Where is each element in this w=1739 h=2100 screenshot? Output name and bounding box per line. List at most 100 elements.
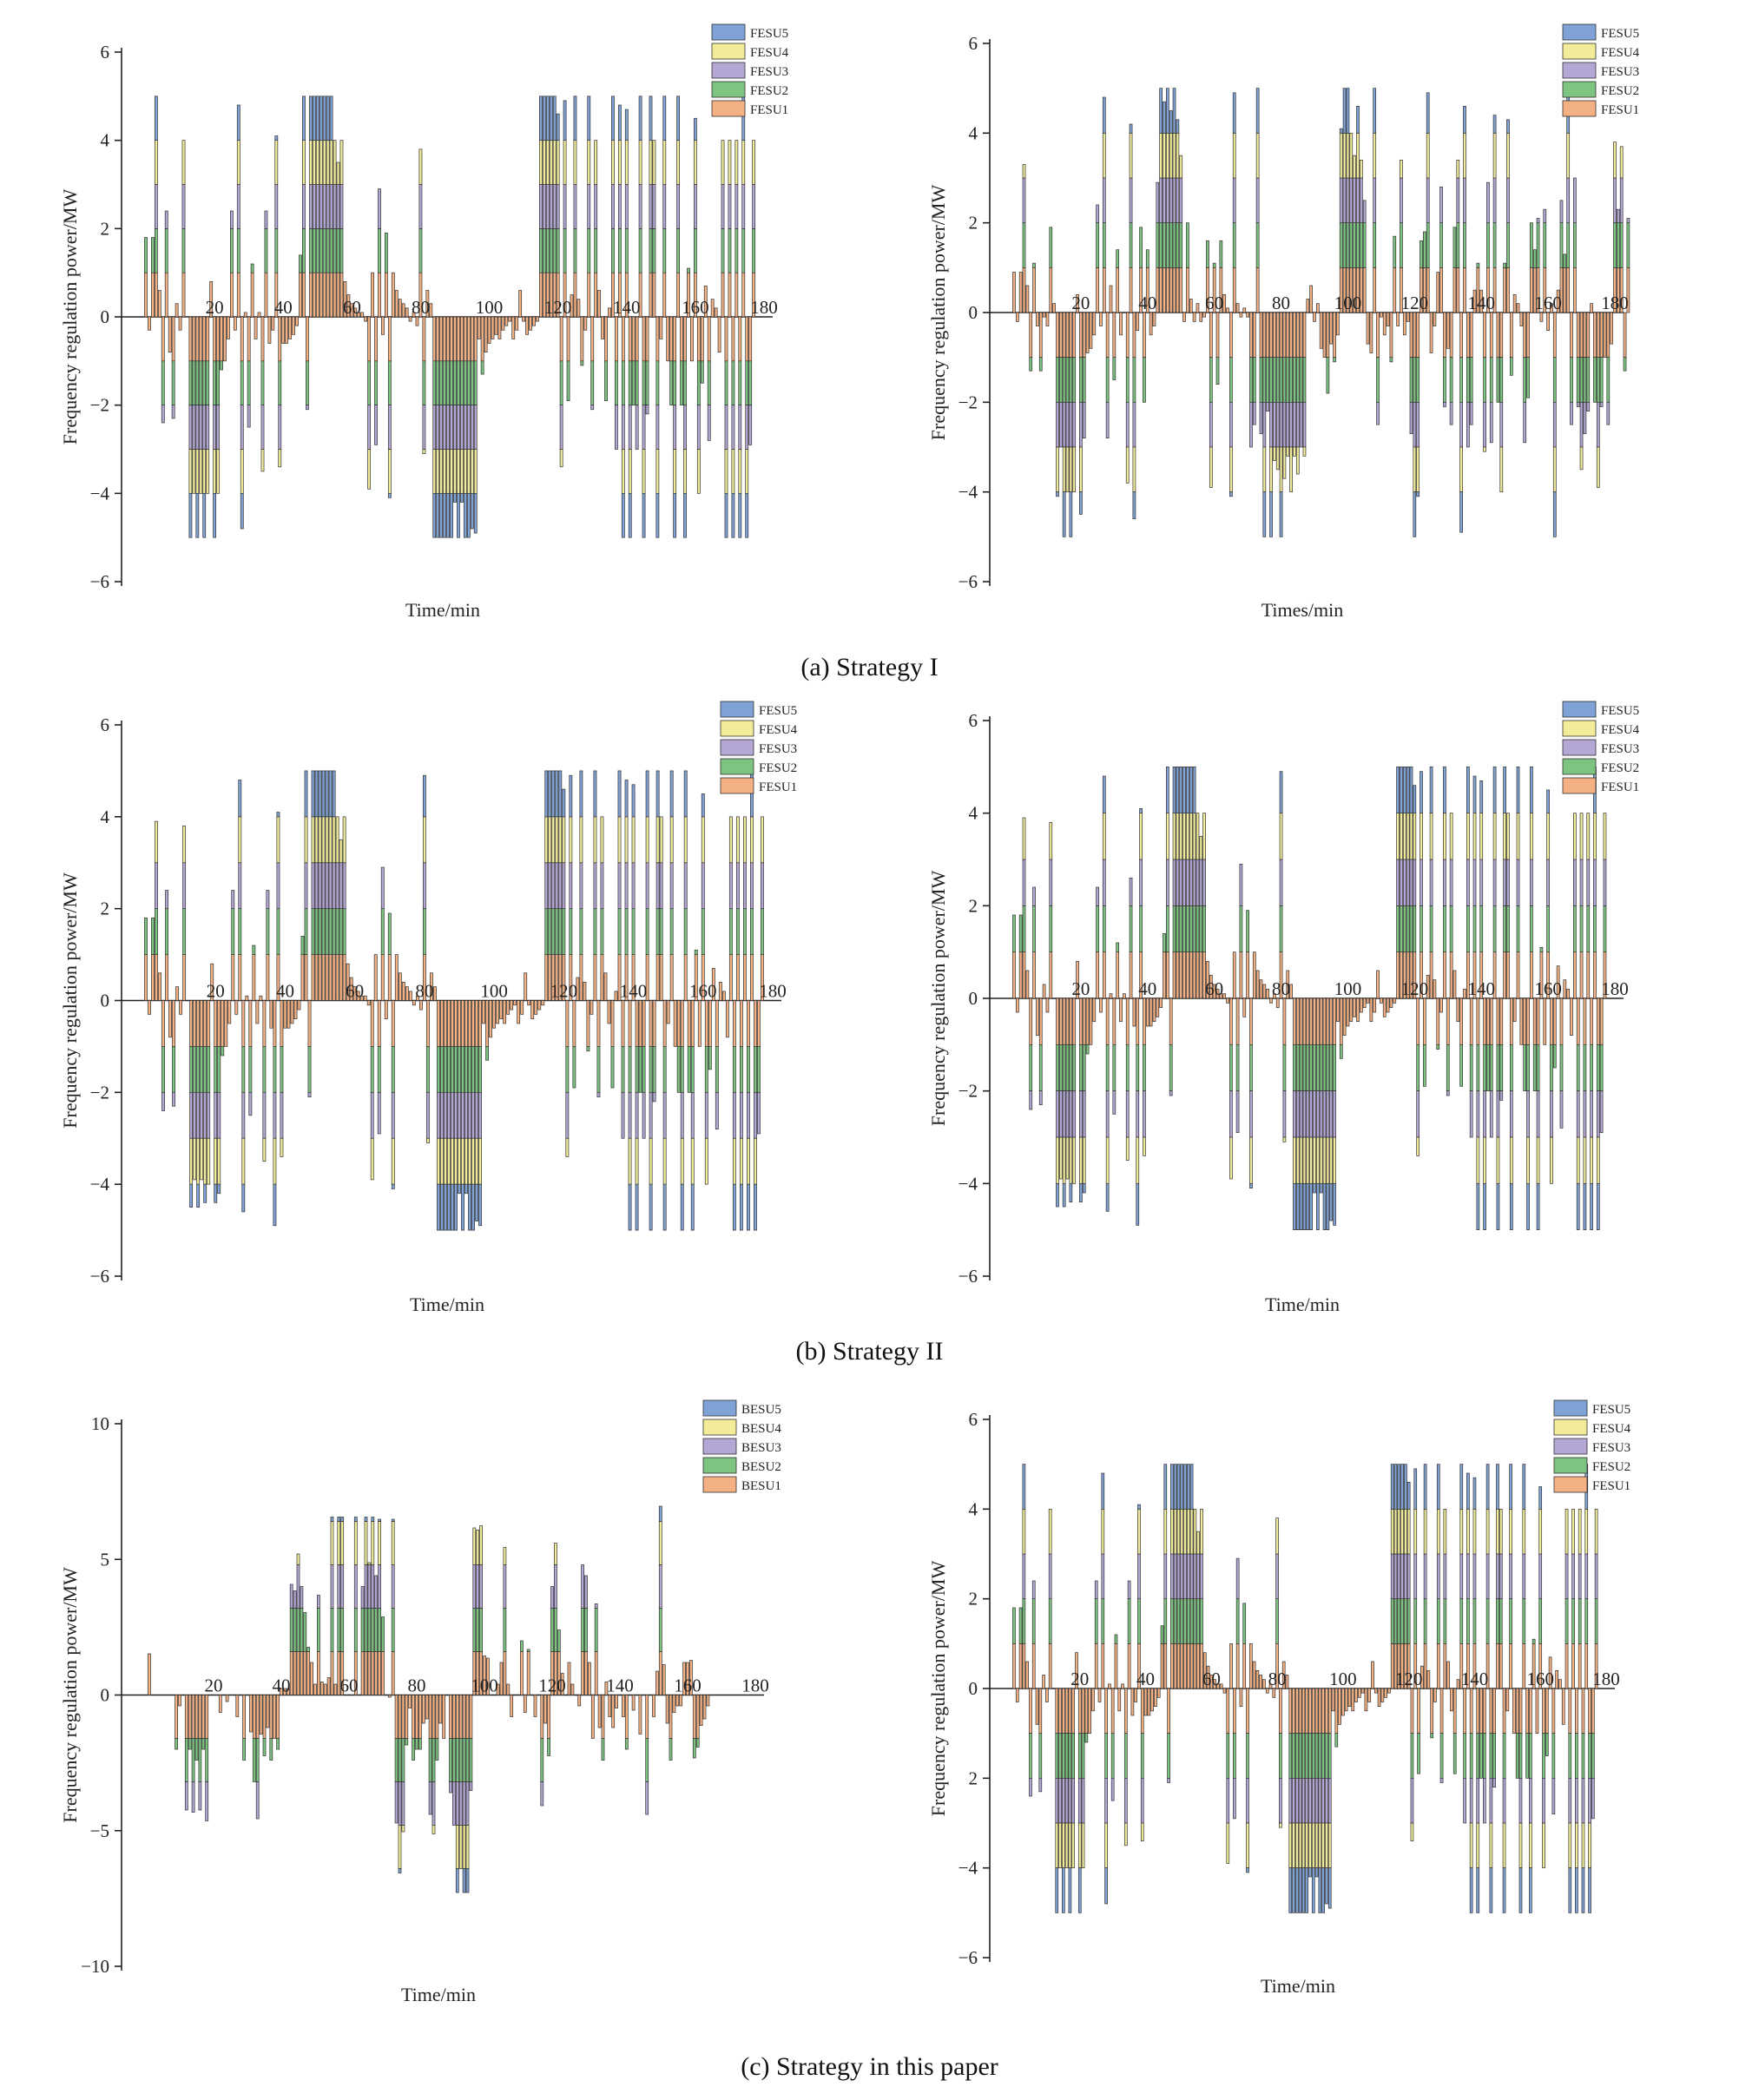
bar-segment: [1380, 1688, 1385, 1702]
bar-segment: [1104, 1777, 1108, 1824]
bar-segment: [734, 184, 739, 229]
x-tick-label: 180: [1592, 1669, 1620, 1689]
bar-segment: [1619, 177, 1624, 224]
bar-segment: [1503, 859, 1506, 906]
bar-segment: [1396, 312, 1400, 326]
bar-segment: [741, 227, 746, 273]
bar-segment: [1301, 1867, 1306, 1913]
bar-segment: [1456, 222, 1460, 268]
bar-segment: [1590, 303, 1593, 313]
bar-segment: [374, 1608, 379, 1652]
bar-segment: [1065, 312, 1070, 359]
bar-segment: [1413, 1553, 1418, 1600]
bar-segment: [590, 1695, 595, 1739]
bar-segment: [418, 1000, 423, 1011]
bar-segment: [1420, 771, 1423, 814]
bar-segment: [1167, 1777, 1170, 1783]
bar-segment: [476, 1608, 480, 1652]
bar-segment: [452, 1781, 456, 1826]
bar-segment: [318, 770, 322, 818]
bar-segment: [1523, 401, 1527, 444]
bar-segment: [471, 1091, 475, 1139]
bar-segment: [724, 449, 728, 494]
bar-segment: [1518, 1777, 1523, 1824]
bar-segment: [728, 227, 732, 273]
bar-segment: [1172, 88, 1176, 134]
bar-segment: [259, 995, 263, 1001]
y-tick-label: −2: [958, 1081, 978, 1102]
bar-segment: [1359, 222, 1363, 268]
bar-segment: [1543, 222, 1547, 268]
bar-segment: [1327, 1688, 1332, 1735]
bar-segment: [1309, 1182, 1314, 1231]
bar-segment: [1466, 1553, 1470, 1600]
bar-segment: [1349, 177, 1354, 224]
bar-segment: [1069, 491, 1073, 537]
bar-segment: [608, 1695, 612, 1717]
bar-segment: [1302, 997, 1307, 1045]
bar-segment: [1295, 446, 1300, 475]
bar-segment: [554, 1608, 557, 1652]
bar-segment: [151, 237, 155, 273]
legend-label: FESU3: [1601, 742, 1639, 756]
x-tick-label: 140: [613, 297, 641, 318]
bar-segment: [537, 1000, 542, 1011]
bar-segment: [1072, 1090, 1077, 1138]
bar-segment: [391, 1608, 395, 1652]
bar-segment: [1062, 1867, 1065, 1913]
bar-segment: [1596, 401, 1600, 448]
bar-segment: [1183, 1553, 1187, 1600]
bar-segment: [1535, 1688, 1539, 1735]
bar-segment: [367, 1651, 372, 1695]
bar-segment: [696, 360, 701, 406]
bar-segment: [642, 405, 646, 450]
bar-segment: [550, 1608, 554, 1652]
bar-segment: [1166, 905, 1169, 953]
bar-segment: [544, 908, 549, 955]
bar-segment: [1196, 951, 1200, 999]
bar-segment: [184, 1695, 188, 1739]
bar-segment: [1255, 132, 1260, 179]
bar-segment: [262, 1091, 267, 1139]
bar-segment: [444, 1137, 447, 1185]
bar-segment: [638, 1046, 642, 1093]
bar-segment: [731, 492, 735, 538]
bar-segment: [1564, 1553, 1569, 1600]
bar-segment: [1110, 1777, 1115, 1801]
legend-swatch: [711, 81, 746, 98]
bar-segment: [1499, 1598, 1503, 1644]
bar-segment: [1546, 789, 1550, 814]
bar-segment: [444, 1000, 447, 1047]
bar-segment: [1518, 1867, 1523, 1913]
bar-segment: [466, 360, 471, 406]
bar-segment: [462, 1738, 466, 1782]
bar-segment: [594, 1651, 598, 1695]
bar-segment: [624, 1738, 629, 1750]
bar-segment: [184, 1738, 188, 1782]
bar-segment: [1069, 1043, 1073, 1092]
bar-segment: [617, 816, 622, 864]
bar-segment: [1586, 401, 1591, 412]
legend-swatch: [702, 1419, 737, 1436]
bar-segment: [326, 227, 330, 273]
bar-segment: [1400, 177, 1403, 224]
bar-segment: [530, 1000, 535, 1020]
bar-segment: [1101, 1598, 1105, 1644]
bar-segment: [1196, 1531, 1201, 1555]
bar-segment: [1443, 813, 1446, 860]
bar-segment: [1619, 222, 1624, 268]
bar-segment: [1346, 997, 1350, 1027]
bar-segment: [278, 405, 282, 450]
bar-segment: [1182, 813, 1186, 860]
bar-segment: [638, 140, 642, 185]
legend-swatch: [1562, 62, 1597, 79]
bar-segment: [1314, 1733, 1319, 1779]
bar-segment: [649, 1000, 653, 1047]
bar-segment: [1506, 177, 1510, 224]
bar-segment: [328, 816, 333, 864]
bar-segment: [356, 991, 360, 1001]
legend-label: FESU3: [1601, 65, 1639, 79]
bar-segment: [1282, 357, 1287, 403]
bar-segment: [1229, 446, 1233, 493]
bar-segment: [405, 1695, 409, 1739]
